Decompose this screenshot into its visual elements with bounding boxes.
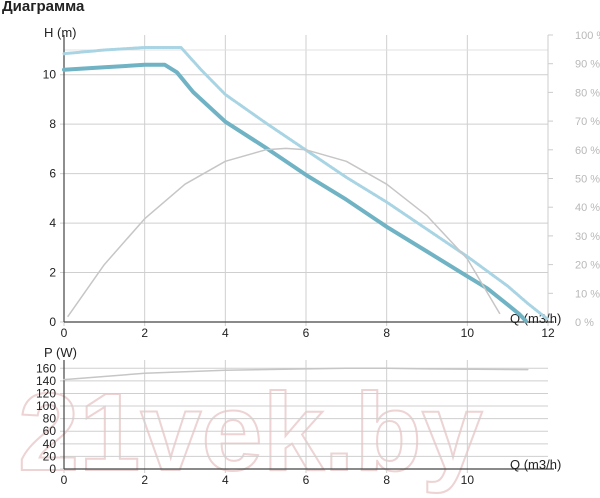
y2-tick-label: 90 % — [575, 59, 600, 71]
x-tick-label: 2 — [141, 473, 148, 487]
y2-tick-label: 50 % — [575, 174, 600, 186]
y-tick-label: 6 — [49, 167, 56, 181]
y2-tick-label: 20 % — [575, 260, 600, 272]
y-tick-label: 10 — [43, 68, 57, 82]
y2-tick-label: 70 % — [575, 116, 600, 128]
x-tick-label: 8 — [383, 473, 390, 487]
y-axis-label: P (W) — [44, 345, 77, 360]
x-tick-label: 2 — [141, 326, 148, 340]
x-tick-label: 6 — [303, 473, 310, 487]
x-tick-label: 0 — [61, 473, 68, 487]
y-tick-label: 4 — [49, 216, 56, 230]
x-tick-label: 4 — [222, 326, 229, 340]
y2-tick-label: 100 % — [575, 30, 600, 42]
y2-tick-label: 60 % — [575, 145, 600, 157]
chart-heading: Диаграмма — [2, 0, 85, 15]
y2-tick-label: 0 % — [575, 317, 594, 329]
x-tick-label: 10 — [461, 326, 475, 340]
x-tick-label: 6 — [303, 326, 310, 340]
y2-tick-label: 80 % — [575, 87, 600, 99]
x-axis-label: Q (m3/h) — [510, 311, 561, 326]
y2-tick-label: 10 % — [575, 288, 600, 300]
y-tick-label: 0 — [49, 315, 56, 329]
y-axis-label: H (m) — [44, 25, 77, 40]
y-tick-label: 120 — [36, 386, 56, 400]
series-line-1 — [62, 62, 528, 323]
x-tick-label: 10 — [461, 473, 475, 487]
y-tick-label: 8 — [49, 117, 56, 131]
y-tick-label: 160 — [36, 361, 56, 375]
y-tick-label: 80 — [43, 412, 57, 426]
x-tick-label: 4 — [222, 473, 229, 487]
y-tick-label: 100 — [36, 399, 56, 413]
y-tick-label: 20 — [43, 449, 57, 463]
y-tick-label: 40 — [43, 437, 57, 451]
x-tick-label: 12 — [541, 326, 555, 340]
x-tick-label: 0 — [61, 326, 68, 340]
y-tick-label: 60 — [43, 424, 57, 438]
y2-tick-label: 30 % — [575, 231, 600, 243]
series-line-3 — [67, 147, 501, 318]
x-axis-label: Q (m3/h) — [510, 457, 561, 472]
watermark: 21vek.by — [18, 371, 483, 494]
x-tick-label: 8 — [383, 326, 390, 340]
y-tick-label: 140 — [36, 374, 56, 388]
y-tick-label: 2 — [49, 266, 56, 280]
y2-tick-label: 40 % — [575, 202, 600, 214]
y-tick-label: 0 — [49, 462, 56, 476]
series-line-1 — [63, 367, 529, 381]
